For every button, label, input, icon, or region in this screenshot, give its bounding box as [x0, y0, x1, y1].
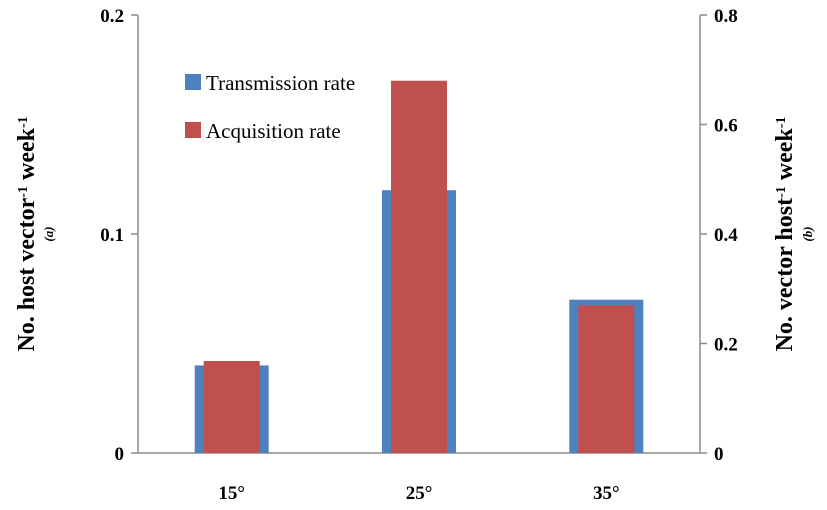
bar-acquisition-1 [203, 361, 260, 453]
right-axis-title: No. vector host-1 week-1 [772, 117, 798, 352]
left-axis-note: (a) [41, 226, 56, 241]
left-axis-title-sup2: -1 [16, 116, 31, 128]
left-axis-title-mid: week [14, 127, 40, 186]
tick-labels: 15° 25° 35° 0 0.1 0.2 0 0.2 0.4 0.6 0.8 [100, 6, 738, 504]
legend: Transmission rate Acquisition rate [185, 71, 355, 143]
right-y-tick-label: 0.6 [714, 116, 738, 137]
right-axis-title-mid: week [772, 128, 798, 187]
left-y-tick-label: 0 [115, 444, 125, 465]
x-tick-label: 35° [593, 483, 620, 504]
left-y-tick-label: 0.2 [100, 6, 124, 27]
left-axis-title: No. host vector-1 week-1 [14, 116, 40, 351]
x-tick-label: 15° [218, 483, 245, 504]
left-axis-title-sup1: -1 [16, 186, 31, 198]
x-tick-label: 25° [406, 483, 433, 504]
bar-acquisition-3 [578, 305, 635, 453]
right-y-tick-label: 0.2 [714, 335, 738, 356]
right-y-tick-label: 0 [714, 444, 724, 465]
bar-acquisition-2 [391, 80, 447, 453]
right-y-tick-label: 0.8 [714, 6, 738, 27]
right-y-tick-label: 0.4 [714, 225, 738, 246]
right-axis-title-sup1: -1 [774, 186, 789, 198]
right-axis-note: (b) [800, 226, 815, 241]
legend-label-transmission: Transmission rate [206, 71, 355, 95]
legend-swatch-acquisition [185, 122, 201, 138]
legend-label-acquisition: Acquisition rate [206, 119, 341, 143]
legend-swatch-transmission [185, 74, 201, 90]
right-axis-title-sup2: -1 [774, 117, 789, 129]
left-y-tick-label: 0.1 [100, 225, 124, 246]
bars [194, 80, 644, 453]
